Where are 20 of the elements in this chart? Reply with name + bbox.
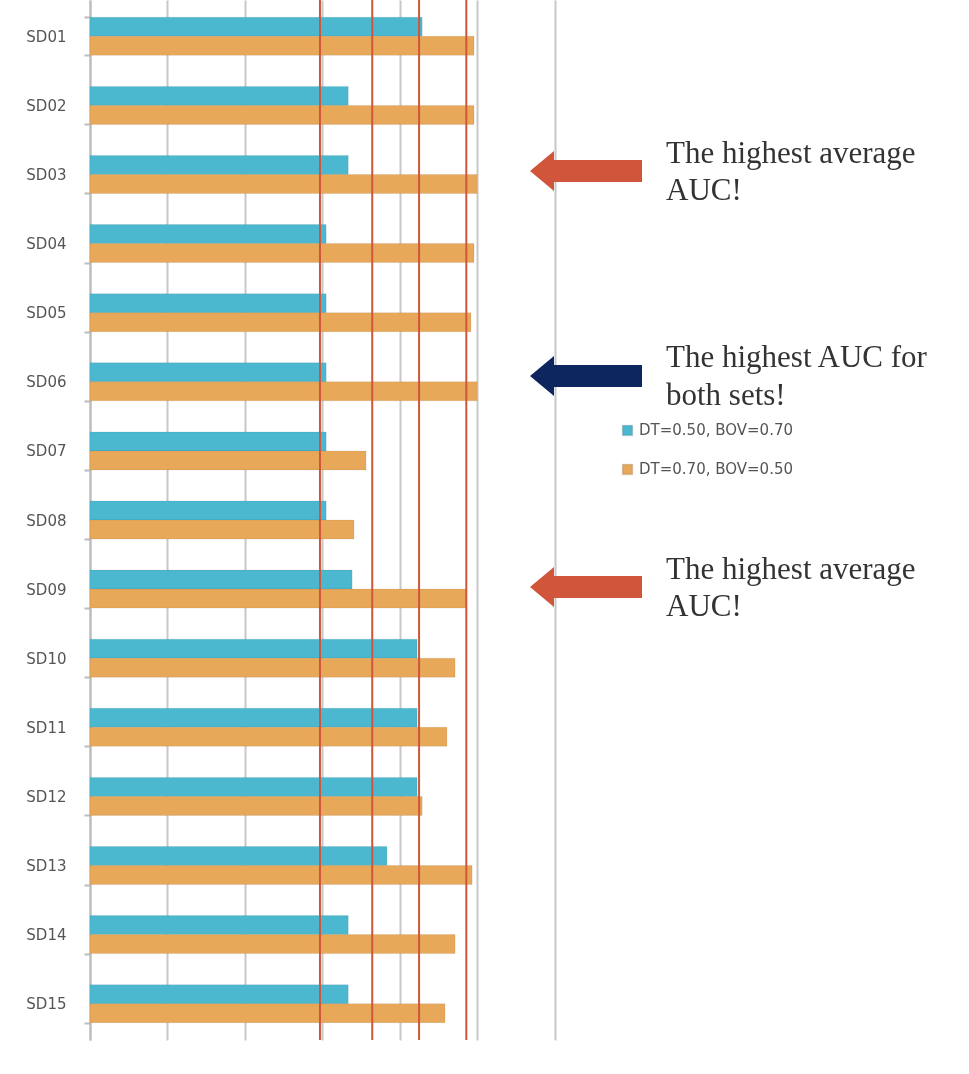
text: The highest average AUC! [666,133,917,209]
y-tick-label: SD03 [26,165,67,184]
y-tick-label: SD10 [26,649,67,668]
legend-label: DT=0.50, BOV=0.70 [639,421,794,440]
legend-label: DT=0.70, BOV=0.50 [639,460,794,479]
y-tick-label: SD14 [26,926,67,945]
y-tick-label: SD04 [26,235,67,254]
y-tick-label: SD11 [26,718,67,737]
y-tick-label: SD12 [26,787,67,806]
y-tick-label: SD07 [26,442,67,461]
y-tick-label: SD15 [26,995,67,1014]
y-tick-label: SD02 [26,96,67,115]
y-tick-label: SD08 [26,511,67,530]
y-tick-label: SD05 [26,304,67,323]
y-tick-label: SD09 [26,580,67,599]
y-tick-label: SD13 [26,857,67,876]
y-tick-label: SD06 [26,373,67,392]
y-tick-label: SD01 [26,27,67,46]
text: The highest AUC for both sets! [666,338,928,413]
text: The highest average AUC! [666,549,917,625]
